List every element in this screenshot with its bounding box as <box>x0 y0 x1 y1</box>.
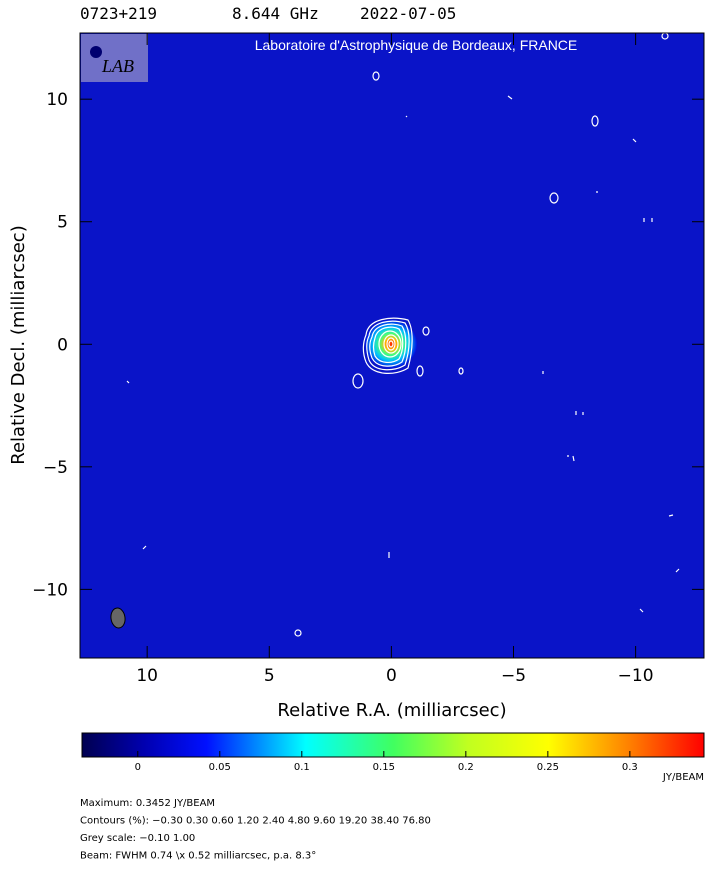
x-tick-label: −10 <box>618 666 654 686</box>
contours <box>126 33 680 637</box>
logo: LAB <box>81 34 148 82</box>
y-tick-label: 5 <box>57 213 68 233</box>
date: 2022-07-05 <box>360 4 456 23</box>
y-tick-label: 10 <box>46 90 68 110</box>
y-tick-label: −5 <box>43 458 68 478</box>
footer-line: Contours (%): −0.30 0.30 0.60 1.20 2.40 … <box>80 816 431 827</box>
banner: Laboratoire d'Astrophysique de Bordeaux,… <box>255 37 578 53</box>
x-tick-label: −5 <box>501 666 526 686</box>
y-axis-label: Relative Decl. (milliarcsec) <box>8 225 29 464</box>
colorbar-tick-label: 0.05 <box>209 762 231 773</box>
svg-text:LAB: LAB <box>101 56 134 76</box>
frequency: 8.644 GHz <box>232 4 319 23</box>
plot-frame <box>79 32 705 659</box>
y-tick-label: −10 <box>32 580 68 600</box>
footer-line: Maximum: 0.3452 JY/BEAM <box>80 798 215 809</box>
beam <box>110 607 126 629</box>
colorbar-tick-label: 0.1 <box>294 762 310 773</box>
x-tick-label: 10 <box>136 666 158 686</box>
footer-line: Beam: FWHM 0.74 \x 0.52 milliarcsec, p.a… <box>80 851 316 862</box>
colorbar-tick-label: 0.25 <box>537 762 559 773</box>
colorbar-tick-label: 0 <box>135 762 141 773</box>
colorbar <box>81 732 705 758</box>
colorbar-tick-label: 0.15 <box>373 762 395 773</box>
colorbar-tick-label: 0.2 <box>458 762 474 773</box>
x-axis-label: Relative R.A. (milliarcsec) <box>277 700 506 721</box>
y-tick-label: 0 <box>57 335 68 355</box>
x-tick-label: 0 <box>386 666 397 686</box>
footer: Maximum: 0.3452 JY/BEAM Contours (%): −0.… <box>80 798 431 862</box>
colorbar-tick-label: 0.3 <box>622 762 638 773</box>
footer-line: Grey scale: −0.10 1.00 <box>80 833 195 844</box>
map: LAB Laboratoire d'Astrophysique de Borde… <box>80 33 704 658</box>
colorbar-unit: JY/BEAM <box>662 772 704 783</box>
x-tick-label: 5 <box>264 666 275 686</box>
source-name: 0723+219 <box>80 4 157 23</box>
